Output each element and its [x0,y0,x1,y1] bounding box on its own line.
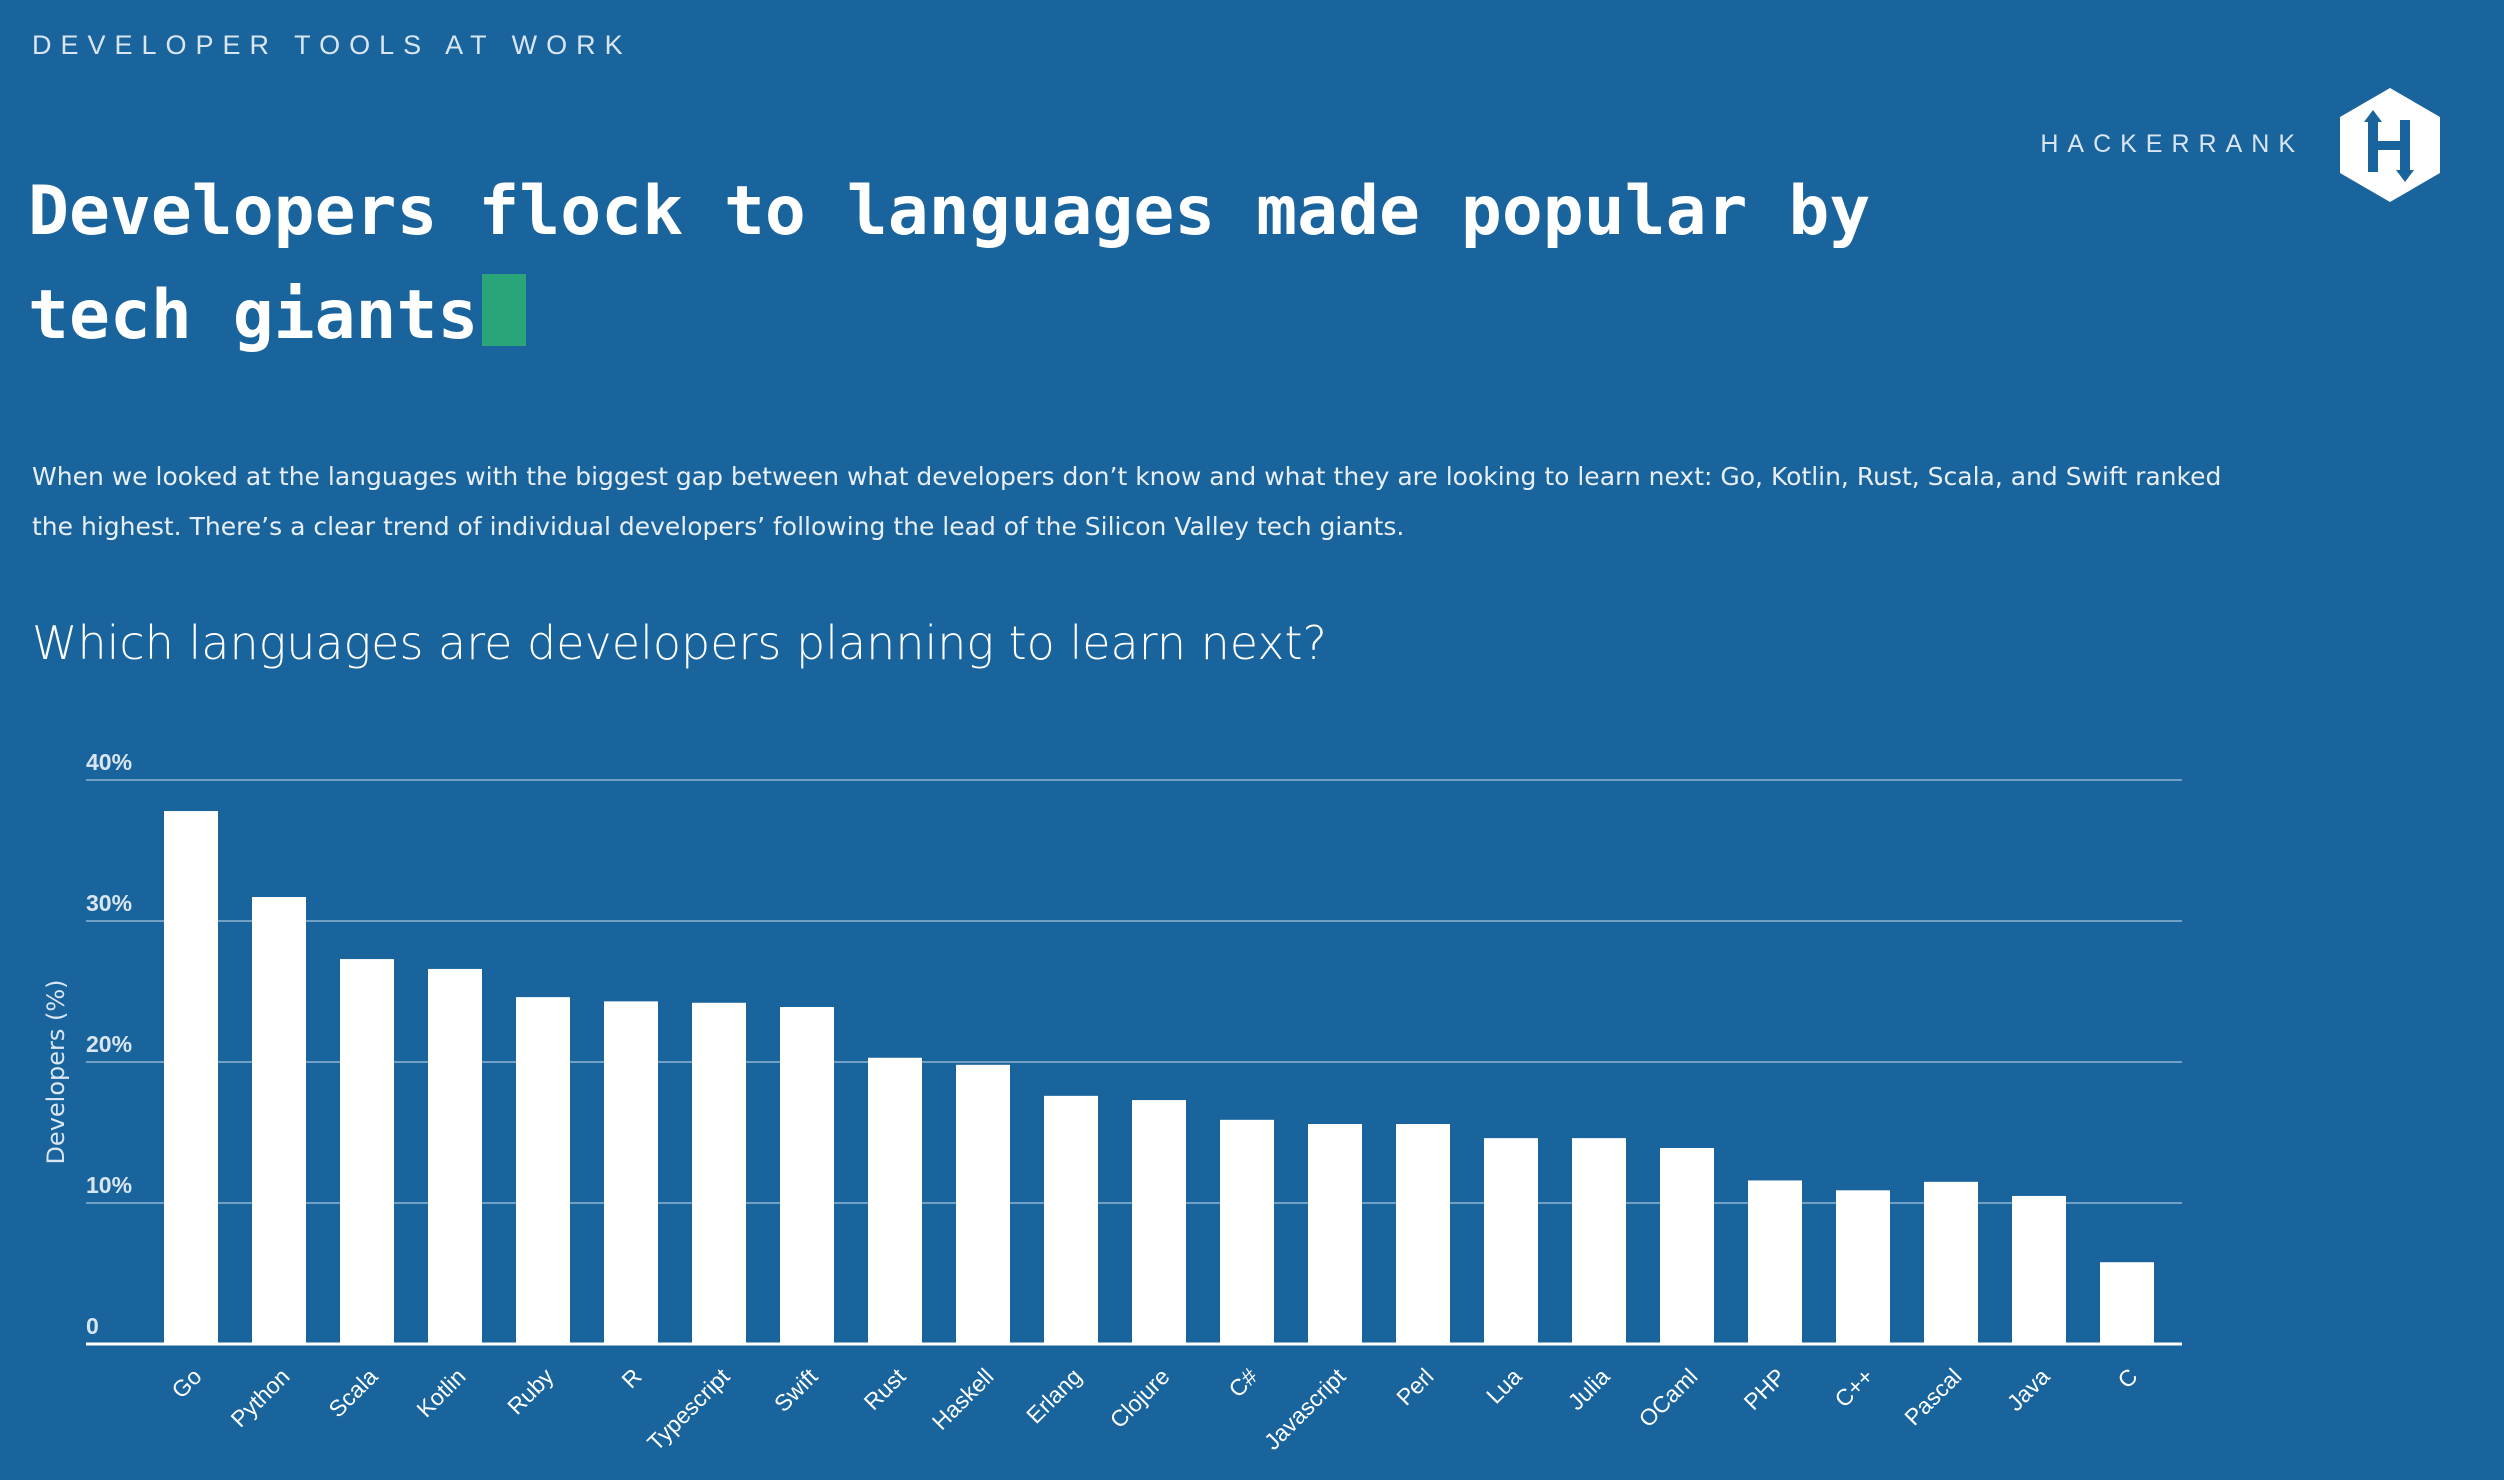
x-tick-label: Kotlin [411,1363,470,1422]
chart-title: Which languages are developers planning … [32,616,1327,670]
x-tick-label: Lua [1481,1363,1527,1409]
bar-perl [1396,1124,1450,1344]
x-tick-label: Swift [769,1363,823,1417]
bar-c [1836,1190,1890,1344]
x-tick-label: PHP [1739,1363,1791,1415]
bar-go [164,811,218,1344]
x-tick-label: C# [1223,1363,1262,1402]
bar-typescript [692,1002,746,1344]
bar-php [1748,1180,1802,1344]
x-tick-label: Go [166,1363,206,1403]
bar-c [2100,1262,2154,1344]
y-tick-label: 0 [86,1313,99,1339]
bar-clojure [1132,1100,1186,1344]
bar-pascal [1924,1181,1978,1344]
x-tick-label: Javascript [1259,1363,1351,1455]
bar-haskell [956,1064,1010,1344]
x-tick-label: Scala [323,1363,382,1422]
bar-c [1220,1119,1274,1344]
brand-name: HACKERRANK [2040,130,2304,158]
bar-java [2012,1195,2066,1344]
y-axis-ticks: 0 10% 20% 30% 40% [86,749,132,1339]
bar-julia [1572,1138,1626,1344]
y-tick-label: 40% [86,749,132,775]
bar-r [604,1001,658,1344]
hackerrank-hexagon-icon [2340,88,2440,202]
x-tick-label: C++ [1829,1363,1878,1412]
section-kicker: DEVELOPER TOOLS AT WORK [32,30,632,60]
x-tick-label: Julia [1563,1363,1615,1415]
bar-javascript [1308,1124,1362,1344]
x-tick-label: Pascal [1899,1363,1966,1430]
bar-python [252,897,306,1344]
y-tick-label: 30% [86,890,132,916]
bar-ocaml [1660,1148,1714,1344]
page-title-text: Developers flock to languages made popul… [28,172,1871,355]
cursor-block [482,274,527,346]
bar-kotlin [428,968,482,1344]
x-tick-label: Python [226,1363,295,1432]
bar-ruby [516,997,570,1344]
x-tick-label: C [2112,1363,2142,1393]
page-title: Developers flock to languages made popul… [28,160,1988,368]
bar-lua [1484,1138,1538,1344]
x-tick-label: R [616,1363,646,1393]
chart-bars [164,811,2154,1344]
x-tick-label: Java [2002,1363,2055,1416]
bar-rust [868,1057,922,1344]
bar-erlang [1044,1095,1098,1344]
bar-chart: 0 10% 20% 30% 40% Go Python Scala Kotlin Ruby RTy… [42,749,2182,1456]
y-tick-label: 10% [86,1172,132,1198]
bar-swift [780,1007,834,1344]
y-tick-label: 20% [86,1031,132,1057]
x-tick-label: Ruby [502,1363,559,1420]
x-tick-label: Haskell [927,1363,999,1435]
x-tick-label: Clojure [1105,1363,1175,1433]
x-tick-label: Erlang [1021,1363,1086,1428]
x-tick-label: OCaml [1634,1363,1703,1432]
x-tick-label: Perl [1391,1363,1438,1410]
bar-scala [340,959,394,1344]
y-axis-label: Developers (%) [42,979,70,1164]
x-tick-label: Rust [859,1363,911,1415]
description-text: When we looked at the languages with the… [32,462,2222,541]
x-tick-label: Typescript [642,1363,735,1456]
